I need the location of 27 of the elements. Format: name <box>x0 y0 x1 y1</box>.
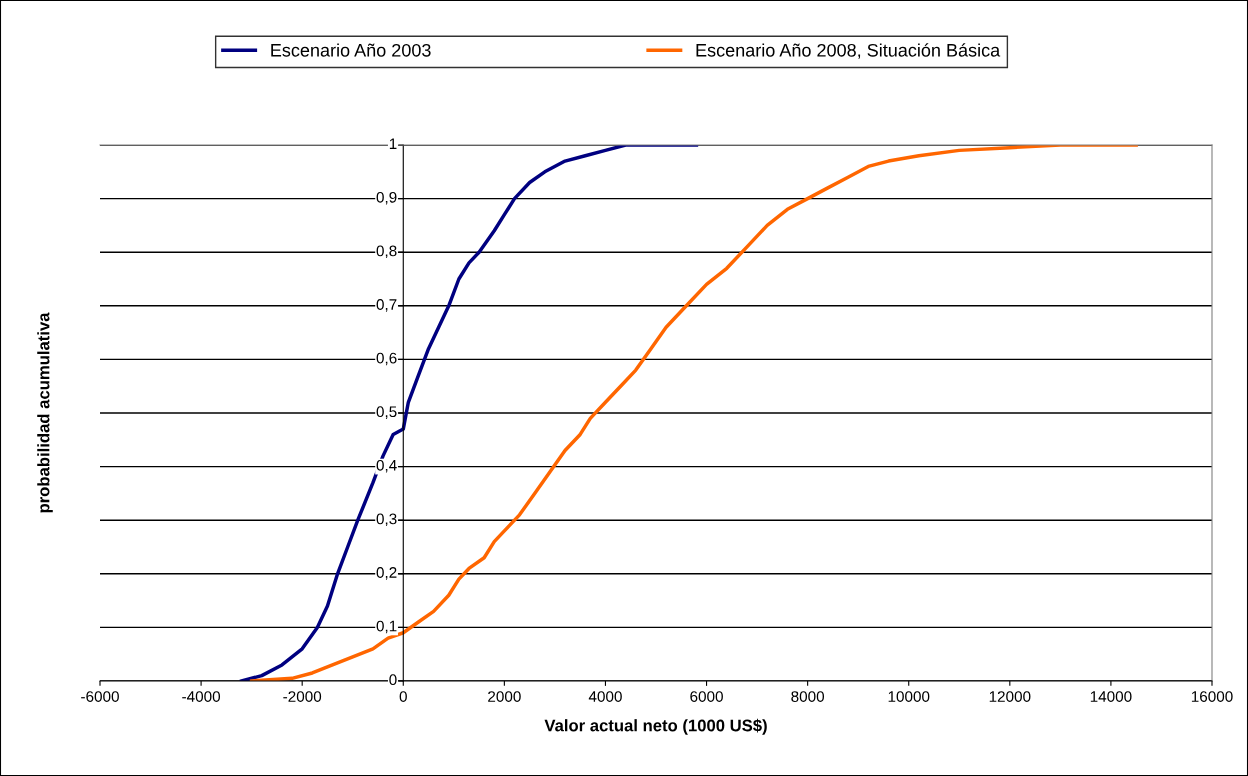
x-tick-label: -6000 <box>81 691 119 702</box>
y-tick-label: 0,4 <box>376 459 397 473</box>
y-tick-label: 0,7 <box>376 299 397 312</box>
y-tick-label: 0,9 <box>376 191 397 205</box>
x-tick-label: 6000 <box>690 691 723 702</box>
x-axis-title: Valor actual neto (1000 US$) <box>544 718 767 735</box>
x-tick-label: -2000 <box>283 691 322 702</box>
x-tick-label: 16000 <box>1191 691 1233 702</box>
y-tick-label: 0,6 <box>376 352 397 366</box>
legend-label: Escenario Año 2003 <box>271 43 431 57</box>
y-tick-label: 0,3 <box>376 513 397 527</box>
y-tick-label: 0,8 <box>376 245 397 259</box>
y-tick-label: 0,5 <box>376 406 397 419</box>
x-tick-label: 8000 <box>791 691 825 702</box>
y-tick-label: 0,1 <box>376 620 397 634</box>
x-tick-label: 4000 <box>588 691 622 702</box>
legend-label: Escenario Año 2008, Situación Básica <box>696 43 1001 59</box>
y-axis-title: probabilidad acumulativa <box>37 312 53 513</box>
x-tick-label: 12000 <box>989 691 1031 702</box>
x-tick-label: 2000 <box>488 691 521 702</box>
x-tick-label: 14000 <box>1090 691 1132 702</box>
x-tick-label: -4000 <box>182 691 221 702</box>
x-tick-label: 10000 <box>888 691 930 702</box>
x-tick-label: 0 <box>399 691 407 702</box>
y-tick-label: 0,2 <box>376 567 397 580</box>
y-tick-label: 1 <box>389 138 397 149</box>
y-tick-label: 0 <box>389 674 397 686</box>
